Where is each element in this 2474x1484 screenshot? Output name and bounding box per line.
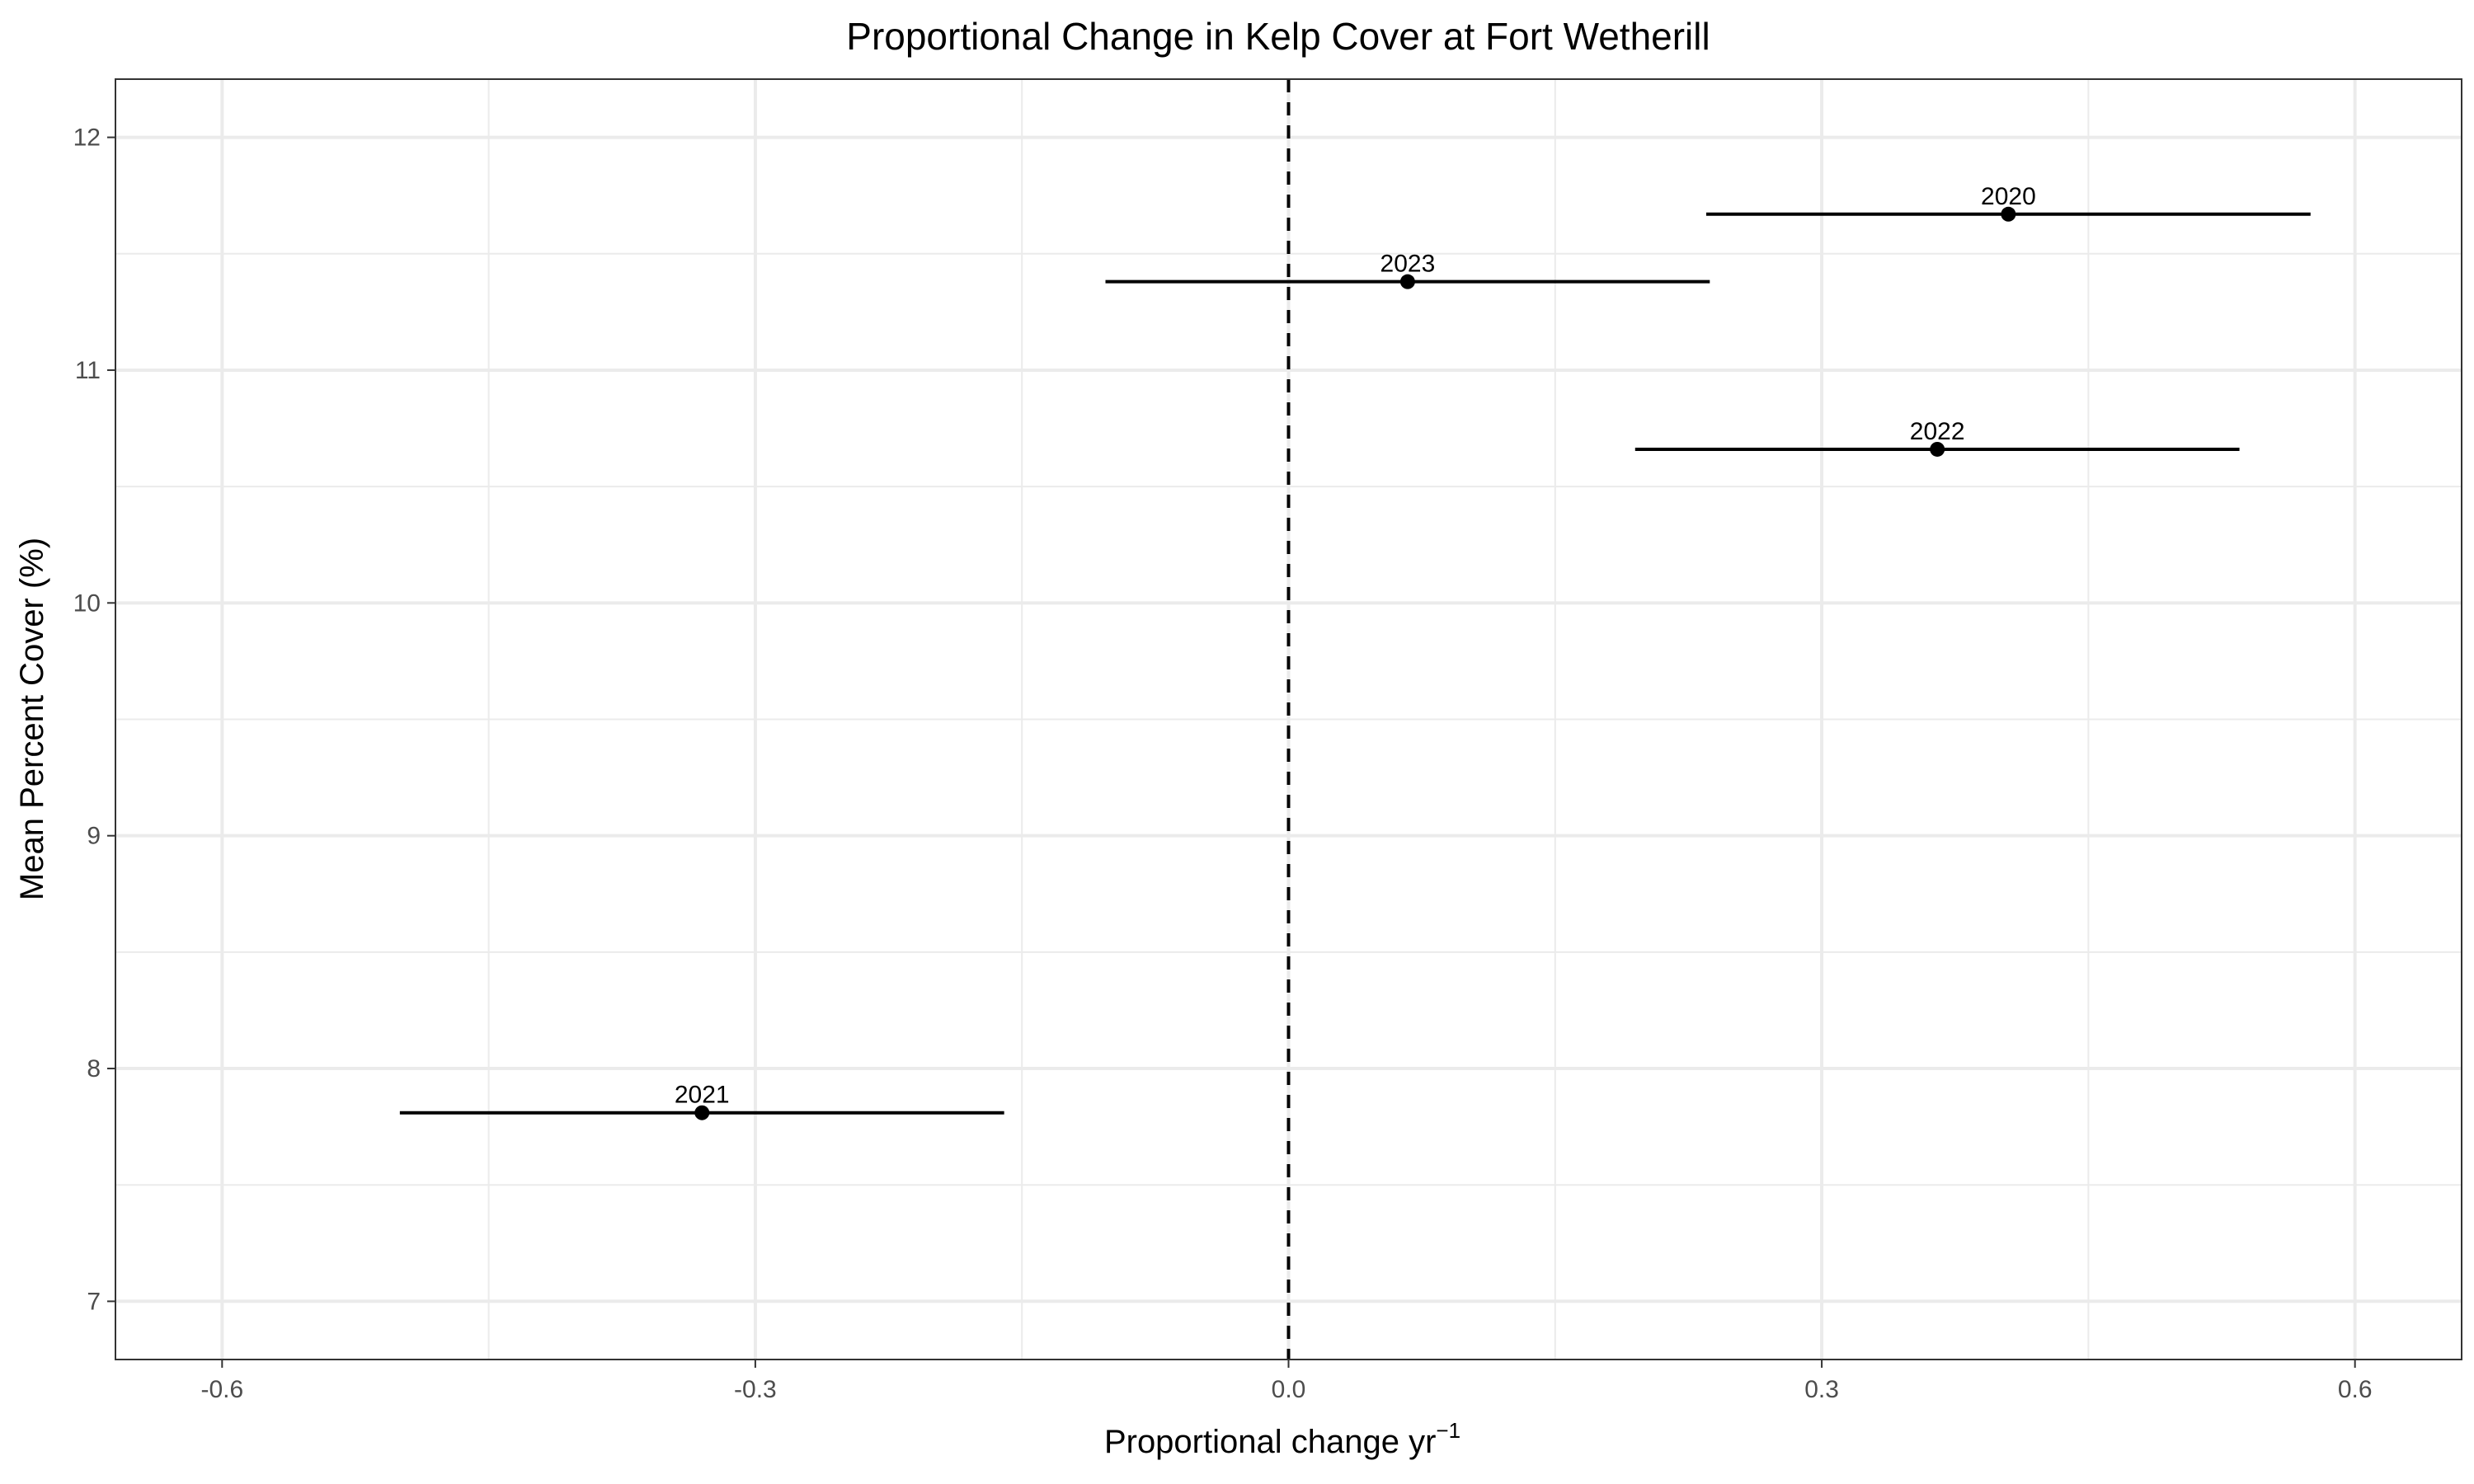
data-point (694, 1105, 710, 1120)
point-label: 2020 (1981, 183, 2036, 210)
y-tick-label: 12 (73, 124, 101, 152)
point-label: 2023 (1380, 251, 1436, 278)
x-tick-label: 0.3 (1804, 1376, 1839, 1403)
x-axis-label-superscript: −1 (1436, 1418, 1460, 1443)
data-marks: 2020 2021 2022 2023 (399, 183, 2311, 1120)
data-point (1930, 441, 1945, 457)
x-tick-label: 0.6 (2338, 1376, 2373, 1403)
y-tick-label: 10 (73, 589, 101, 617)
x-axis-label: Proportional change yr−1 (1104, 1418, 1460, 1460)
data-point (1399, 274, 1415, 289)
x-axis-label-text: Proportional change yr (1104, 1424, 1436, 1460)
y-tick-label: 7 (87, 1288, 101, 1315)
axis-tick-labels: -0.6 -0.3 0.0 0.3 0.6 7 8 9 10 11 12 (73, 124, 2373, 1403)
chart-title: Proportional Change in Kelp Cover at For… (846, 15, 1710, 58)
x-tick-label: 0.0 (1272, 1376, 1306, 1403)
point-label: 2022 (1910, 418, 1965, 445)
point-label: 2021 (675, 1082, 730, 1109)
y-axis-label: Mean Percent Cover (%) (14, 538, 50, 900)
x-tick-label: -0.6 (200, 1376, 243, 1403)
y-tick-label: 9 (87, 823, 101, 850)
x-tick-label: -0.3 (734, 1376, 777, 1403)
y-tick-label: 11 (75, 357, 101, 384)
data-point (2001, 206, 2016, 222)
y-tick-label: 8 (87, 1055, 101, 1082)
axis-ticks (107, 136, 2356, 1368)
